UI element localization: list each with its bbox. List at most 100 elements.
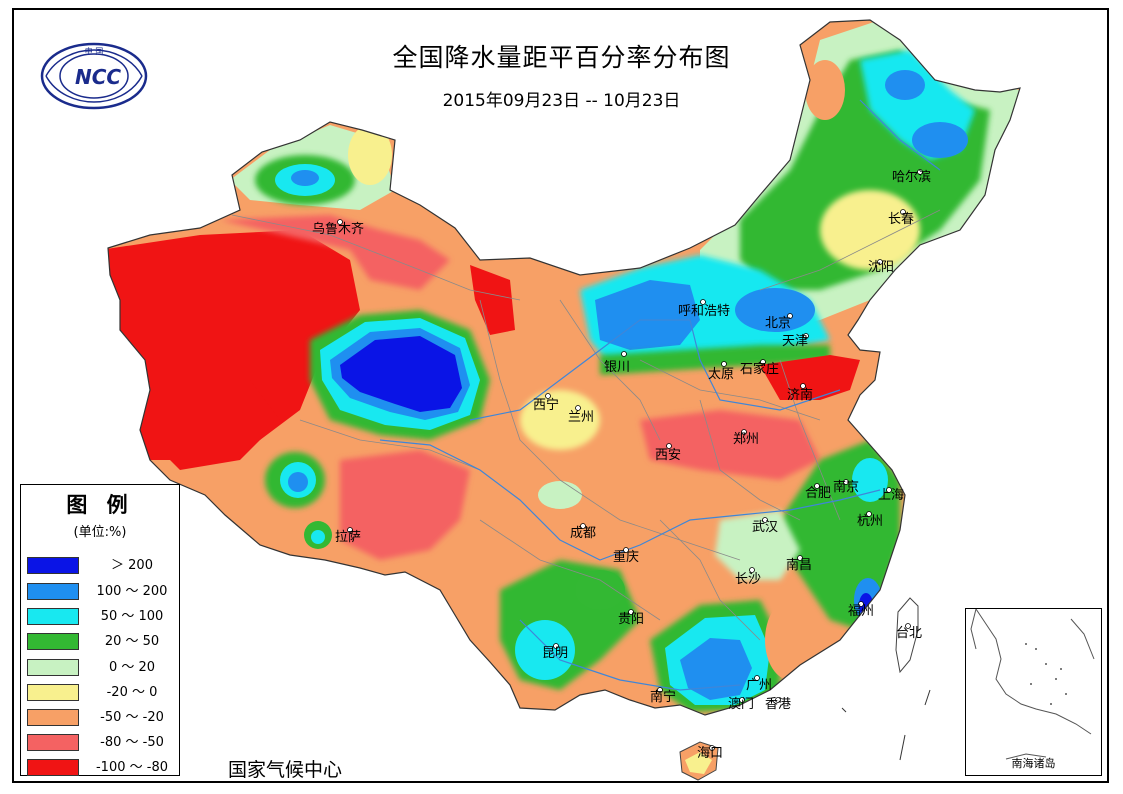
city-label: 重庆	[613, 550, 640, 565]
tibet-red-zone	[150, 380, 280, 470]
yangtze-river	[379, 439, 881, 561]
legend-box: 图 例 (单位:%) ＞ 200 100 ～ 200 50 ～ 100 20 ～ 50…	[20, 484, 180, 776]
shanghai-cyan	[852, 458, 888, 502]
legend-label: -20 ～ 0	[106, 685, 158, 700]
songhua-river	[859, 99, 941, 171]
ne-orange-spot	[805, 60, 845, 120]
city-label: 武汉	[752, 520, 779, 535]
city-label: 兰州	[568, 410, 595, 425]
ne-blue-zone	[885, 70, 925, 100]
city-label: 昆明	[542, 646, 569, 661]
city-label: 福州	[848, 604, 875, 619]
city-label: 郑州	[733, 432, 760, 447]
legend-unit: (单位:%)	[73, 525, 127, 540]
map-frame	[12, 8, 1109, 783]
city-label: 成都	[570, 526, 597, 541]
inset-label: 南海诸岛	[1011, 757, 1056, 770]
legend-swatch	[27, 734, 79, 751]
legend-item: -20 ～ 0	[27, 684, 177, 702]
city-label: 北京	[765, 316, 792, 331]
city-label: 天津	[782, 334, 809, 349]
city-label: 南宁	[650, 690, 677, 705]
legend-title: 图 例	[66, 493, 134, 517]
city-label: 石家庄	[740, 362, 780, 377]
legend-item: -100 ～ -80	[27, 759, 177, 777]
guizhou-green	[575, 570, 625, 610]
pearl-river	[519, 619, 741, 691]
city-label: 呼和浩特	[678, 304, 731, 319]
hainan-zone	[685, 752, 712, 774]
legend-item: 50 ～ 100	[27, 608, 177, 626]
kunming-cyan	[515, 620, 575, 680]
legend-label: ＞ 200	[111, 558, 153, 573]
south-blue-core	[680, 638, 752, 700]
legend-label: 100 ～ 200	[96, 584, 168, 599]
city-label: 香港	[765, 697, 792, 712]
city-label: 济南	[787, 388, 814, 403]
city-label: 长春	[888, 212, 915, 227]
central-light-spot	[538, 481, 582, 509]
legend-label: -50 ～ -20	[100, 710, 164, 725]
city-label: 南京	[833, 480, 860, 495]
legend-swatch	[27, 583, 79, 600]
city-label: 南昌	[786, 558, 813, 573]
map-title: 全国降水量距平百分率分布图	[392, 43, 731, 72]
organization-label: 国家气候中心	[228, 759, 343, 781]
map-subtitle: 2015年09月23日 -- 10月23日	[442, 91, 681, 111]
wuhan-light-zone	[715, 510, 800, 580]
logo-mark: NCC	[75, 65, 121, 89]
legend-item: -50 ～ -20	[27, 709, 177, 727]
city-label: 澳门	[728, 697, 755, 712]
south-sea-inset: 南海诸岛	[965, 608, 1102, 776]
south-sea-marks	[841, 689, 931, 761]
legend-swatch	[27, 709, 79, 726]
north-green-band	[600, 345, 830, 375]
tibet-pink-zone	[340, 450, 470, 560]
inset-map	[970, 608, 1095, 760]
ncc-logo: 中 国 NCC	[40, 42, 148, 110]
legend-item: -80 ～ -50	[27, 734, 177, 752]
city-label: 贵阳	[618, 612, 645, 627]
hohhot-blue-zone	[595, 280, 700, 350]
shandong-red	[760, 355, 860, 400]
central-yellow	[520, 390, 600, 450]
legend-label: 20 ～ 50	[104, 634, 160, 649]
beijing-blue-zone	[735, 288, 815, 332]
ne-yellow-zone	[820, 190, 920, 270]
tibet-blue-spot	[288, 472, 308, 492]
legend-swatch	[27, 659, 79, 676]
legend-item: 0 ～ 20	[27, 659, 177, 677]
legend-swatch	[27, 557, 79, 574]
xj-pink-zone	[220, 215, 450, 290]
yellow-river	[469, 319, 841, 421]
qh-dark-blue-core	[340, 336, 462, 412]
map-regions	[108, 20, 1020, 715]
central-pink-zone	[640, 410, 820, 480]
china-border	[107, 19, 1021, 716]
legend-item: ＞ 200	[27, 557, 177, 575]
legend-label: -100 ～ -80	[95, 760, 168, 775]
legend-swatch	[27, 633, 79, 650]
legend-item: 20 ～ 50	[27, 633, 177, 651]
legend-swatch	[27, 759, 79, 776]
legend-label: -80 ～ -50	[100, 735, 164, 750]
legend-swatch	[27, 684, 79, 701]
city-label: 海口	[697, 746, 724, 761]
city-label: 西安	[655, 448, 682, 463]
xj-yellow-spot	[348, 125, 392, 185]
ne-blue-zone2	[912, 122, 968, 158]
gd-orange	[765, 600, 815, 680]
city-label: 长沙	[735, 572, 762, 587]
city-label: 沈阳	[868, 260, 895, 275]
logo-top-text: 中 国	[85, 46, 104, 56]
legend-label: 0 ～ 20	[108, 660, 156, 675]
city-label: 西宁	[533, 398, 560, 413]
city-label: 太原	[708, 367, 735, 382]
city-label: 拉萨	[335, 530, 362, 545]
city-label: 合肥	[805, 486, 832, 501]
city-label: 上海	[878, 488, 905, 503]
legend-swatch	[27, 608, 79, 625]
province-borders	[231, 209, 941, 641]
